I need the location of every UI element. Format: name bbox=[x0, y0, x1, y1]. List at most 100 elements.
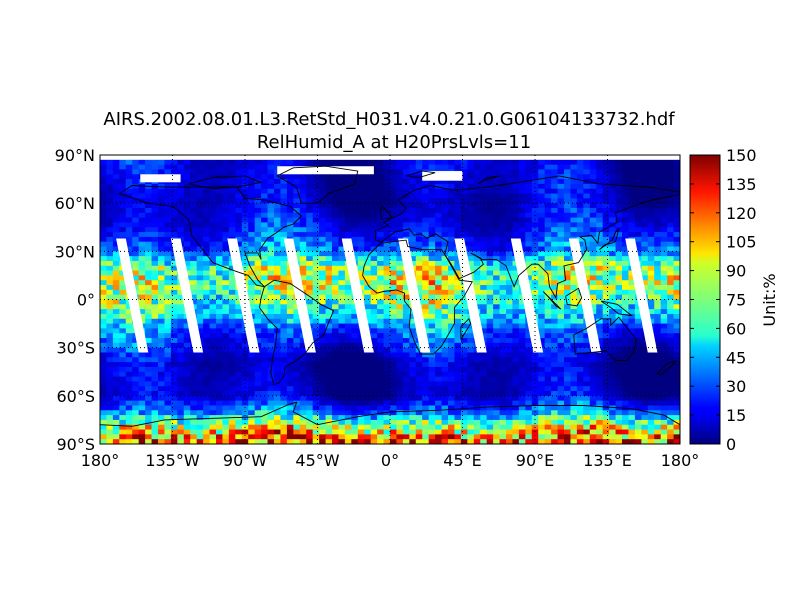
heatmap-cell bbox=[673, 386, 680, 392]
heatmap-cell bbox=[654, 362, 662, 368]
heatmap-cell bbox=[216, 169, 223, 175]
heatmap-cell bbox=[235, 232, 243, 238]
heatmap-cell bbox=[183, 159, 191, 166]
heatmap-cell bbox=[641, 169, 649, 175]
heatmap-cell bbox=[570, 270, 578, 276]
heatmap-cell bbox=[415, 212, 423, 219]
heatmap-cell bbox=[647, 198, 655, 204]
heatmap-cell bbox=[499, 381, 507, 387]
heatmap-cell bbox=[293, 405, 301, 411]
heatmap-cell bbox=[525, 395, 533, 402]
heatmap-cell bbox=[145, 212, 153, 219]
heatmap-cell bbox=[203, 294, 211, 300]
heatmap-cell bbox=[357, 174, 365, 180]
heatmap-cell bbox=[261, 304, 269, 310]
heatmap-cell bbox=[241, 241, 249, 248]
heatmap-cell bbox=[525, 405, 533, 411]
heatmap-cell bbox=[151, 159, 159, 166]
heatmap-cell bbox=[428, 198, 436, 204]
heatmap-cell bbox=[667, 371, 675, 378]
heatmap-cell bbox=[570, 381, 578, 387]
heatmap-cell bbox=[583, 183, 591, 190]
heatmap-cell bbox=[615, 371, 623, 378]
heatmap-cell bbox=[383, 207, 391, 214]
heatmap-cell bbox=[402, 289, 410, 296]
heatmap-cell bbox=[158, 203, 165, 209]
heatmap-cell bbox=[364, 304, 372, 310]
heatmap-cell bbox=[654, 241, 662, 248]
heatmap-cell bbox=[383, 212, 391, 219]
heatmap-cell bbox=[377, 256, 385, 262]
heatmap-cell bbox=[106, 410, 114, 416]
heatmap-cell bbox=[460, 376, 468, 382]
heatmap-cell bbox=[364, 366, 372, 373]
heatmap-cell bbox=[196, 188, 204, 195]
heatmap-cell bbox=[299, 265, 307, 272]
heatmap-cell bbox=[183, 236, 191, 243]
heatmap-cell bbox=[312, 371, 320, 378]
heatmap-cell bbox=[203, 236, 211, 243]
heatmap-cell bbox=[460, 174, 468, 180]
heatmap-cell bbox=[570, 183, 578, 190]
heatmap-cell bbox=[467, 415, 475, 421]
heatmap-cell bbox=[170, 212, 178, 219]
heatmap-cell bbox=[428, 405, 436, 411]
heatmap-cell bbox=[622, 304, 629, 310]
heatmap-cell bbox=[647, 285, 655, 291]
heatmap-cell bbox=[654, 318, 662, 325]
heatmap-cell bbox=[203, 227, 211, 233]
heatmap-cell bbox=[222, 285, 230, 291]
heatmap-cell bbox=[125, 347, 133, 353]
heatmap-cell bbox=[112, 174, 120, 180]
heatmap-cell bbox=[299, 222, 307, 228]
heatmap-cell bbox=[312, 289, 320, 296]
heatmap-cell bbox=[254, 333, 262, 339]
heatmap-cell bbox=[145, 169, 153, 175]
heatmap-cell bbox=[396, 357, 404, 363]
heatmap-cell bbox=[544, 179, 552, 185]
heatmap-cell bbox=[138, 386, 146, 392]
heatmap-cell bbox=[357, 400, 365, 406]
heatmap-cell bbox=[441, 342, 449, 349]
heatmap-cell bbox=[551, 227, 559, 233]
heatmap-cell bbox=[344, 347, 352, 353]
heatmap-cell bbox=[428, 342, 436, 349]
heatmap-cell bbox=[454, 400, 462, 406]
heatmap-cell bbox=[409, 164, 417, 170]
heatmap-cell bbox=[544, 313, 552, 320]
heatmap-cell bbox=[216, 342, 223, 349]
heatmap-cell bbox=[145, 198, 153, 204]
heatmap-cell bbox=[216, 362, 223, 368]
heatmap-cell bbox=[512, 309, 520, 315]
heatmap-cell bbox=[544, 299, 552, 305]
heatmap-cell bbox=[151, 347, 159, 353]
heatmap-cell bbox=[151, 217, 159, 223]
heatmap-cell bbox=[512, 188, 520, 195]
heatmap-cell bbox=[441, 328, 449, 334]
heatmap-cell bbox=[319, 198, 327, 204]
heatmap-cell bbox=[622, 193, 629, 199]
heatmap-cell bbox=[254, 265, 262, 272]
heatmap-cell bbox=[647, 159, 655, 166]
heatmap-cell bbox=[319, 352, 327, 358]
heatmap-cell bbox=[383, 183, 391, 190]
heatmap-cell bbox=[570, 328, 578, 334]
heatmap-cell bbox=[531, 405, 539, 411]
heatmap-cell bbox=[660, 227, 668, 233]
heatmap-cell bbox=[183, 338, 191, 344]
heatmap-cell bbox=[158, 328, 165, 334]
heatmap-cell bbox=[660, 405, 668, 411]
heatmap-cell bbox=[654, 304, 662, 310]
heatmap-cell bbox=[112, 212, 120, 219]
heatmap-cell bbox=[602, 207, 610, 214]
heatmap-cell bbox=[441, 333, 449, 339]
heatmap-cell bbox=[280, 386, 288, 392]
heatmap-cell bbox=[325, 241, 333, 248]
heatmap-cell bbox=[428, 357, 436, 363]
heatmap-cell bbox=[506, 318, 513, 325]
heatmap-cell bbox=[667, 391, 675, 397]
heatmap-cell bbox=[190, 212, 198, 219]
heatmap-cell bbox=[641, 400, 649, 406]
heatmap-cell bbox=[344, 386, 352, 392]
heatmap-cell bbox=[177, 188, 185, 195]
